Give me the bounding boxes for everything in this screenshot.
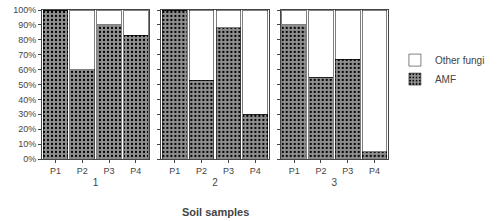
svg-text:P2: P2 [196,166,207,176]
svg-text:70%: 70% [18,50,36,60]
svg-text:90%: 90% [18,20,36,30]
svg-text:P1: P1 [289,166,300,176]
svg-text:30%: 30% [18,109,36,119]
svg-text:50%: 50% [18,80,36,90]
svg-text:P4: P4 [250,166,261,176]
svg-text:20%: 20% [18,124,36,134]
svg-text:60%: 60% [18,65,36,75]
svg-text:P2: P2 [315,166,326,176]
svg-text:100%: 100% [13,5,36,15]
svg-text:40%: 40% [18,95,36,105]
svg-text:P3: P3 [223,166,234,176]
svg-text:AMF: AMF [435,74,456,85]
svg-text:P1: P1 [169,166,180,176]
svg-text:1: 1 [93,177,99,188]
svg-text:3: 3 [332,177,338,188]
svg-text:2: 2 [212,177,218,188]
svg-text:Other fungi: Other fungi [435,55,484,66]
svg-text:10%: 10% [18,139,36,149]
svg-text:P1: P1 [50,166,61,176]
svg-text:P2: P2 [77,166,88,176]
svg-text:P4: P4 [130,166,141,176]
svg-text:P3: P3 [104,166,115,176]
svg-text:0%: 0% [23,154,36,164]
svg-text:P4: P4 [369,166,380,176]
svg-text:Soil samples: Soil samples [182,206,249,218]
svg-text:80%: 80% [18,35,36,45]
svg-text:P3: P3 [342,166,353,176]
